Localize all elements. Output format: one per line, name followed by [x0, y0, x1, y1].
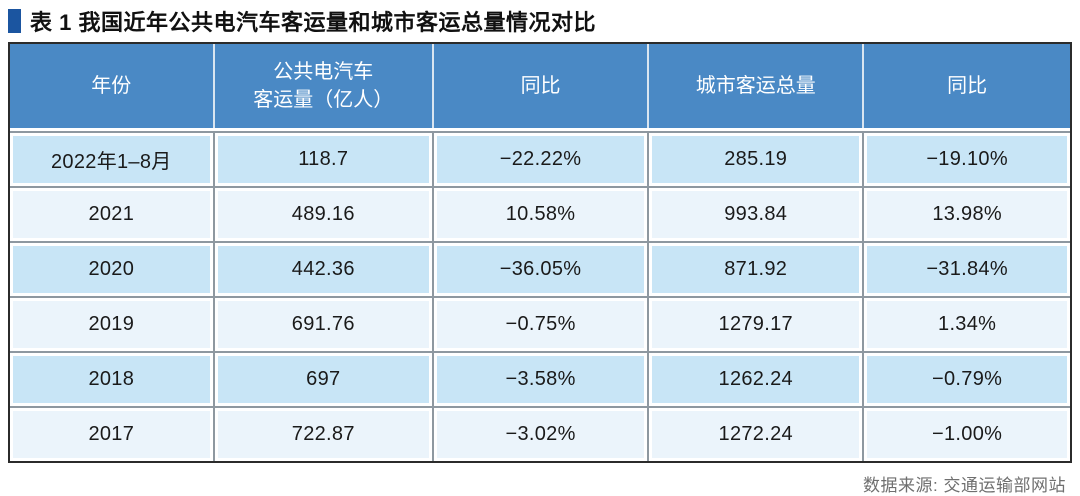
bus-yoy-cell: −3.02% — [436, 411, 645, 458]
table-row: 2019 691.76 −0.75% 1279.17 1.34% — [10, 296, 1070, 351]
bus-volume-cell: 118.7 — [217, 136, 429, 183]
title-marker-icon — [8, 9, 21, 33]
bus-yoy-cell: 10.58% — [436, 191, 645, 238]
year-cell: 2018 — [13, 356, 210, 403]
bus-volume-cell: 722.87 — [217, 411, 429, 458]
year-cell: 2017 — [13, 411, 210, 458]
data-source-note: 数据来源: 交通运输部网站 — [863, 476, 1066, 495]
bus-volume-cell: 442.36 — [217, 246, 429, 293]
year-cell: 2020 — [13, 246, 210, 293]
city-yoy-cell: −19.10% — [867, 136, 1067, 183]
city-yoy-cell: −1.00% — [867, 411, 1067, 458]
column-header-bus-yoy: 同比 — [434, 44, 650, 128]
city-total-cell: 871.92 — [652, 246, 860, 293]
city-total-cell: 285.19 — [652, 136, 860, 183]
table-row: 2018 697 −3.58% 1262.24 −0.79% — [10, 351, 1070, 406]
city-total-cell: 1279.17 — [652, 301, 860, 348]
city-yoy-cell: −0.79% — [867, 356, 1067, 403]
table-row: 2021 489.16 10.58% 993.84 13.98% — [10, 186, 1070, 241]
column-header-bus-volume: 公共电汽车 客运量（亿人） — [215, 44, 434, 128]
bus-volume-cell: 489.16 — [217, 191, 429, 238]
table-header-row: 年份 公共电汽车 客运量（亿人） 同比 城市客运总量 同比 — [10, 44, 1070, 128]
column-header-year: 年份 — [10, 44, 215, 128]
table-body: 2022年1–8月 118.7 −22.22% 285.19 −19.10% 2… — [10, 128, 1070, 461]
year-cell: 2019 — [13, 301, 210, 348]
bus-yoy-cell: −22.22% — [436, 136, 645, 183]
table-row: 2020 442.36 −36.05% 871.92 −31.84% — [10, 241, 1070, 296]
bus-yoy-cell: −3.58% — [436, 356, 645, 403]
table-row: 2017 722.87 −3.02% 1272.24 −1.00% — [10, 406, 1070, 461]
column-header-city-yoy: 同比 — [947, 75, 988, 97]
table-row: 2022年1–8月 118.7 −22.22% 285.19 −19.10% — [10, 131, 1070, 186]
city-total-cell: 1262.24 — [652, 356, 860, 403]
bus-volume-cell: 697 — [217, 356, 429, 403]
column-header-city-total: 城市客运总量 — [649, 44, 865, 128]
city-yoy-cell: 1.34% — [867, 301, 1067, 348]
year-cell: 2022年1–8月 — [13, 136, 210, 183]
bus-yoy-cell: −0.75% — [436, 301, 645, 348]
year-cell: 2021 — [13, 191, 210, 238]
city-total-cell: 993.84 — [652, 191, 860, 238]
city-yoy-cell: 13.98% — [867, 191, 1067, 238]
city-total-cell: 1272.24 — [652, 411, 860, 458]
bus-yoy-cell: −36.05% — [436, 246, 645, 293]
bus-volume-cell: 691.76 — [217, 301, 429, 348]
table-title-text: 表 1 我国近年公共电汽车客运量和城市客运总量情况对比 — [30, 10, 596, 35]
city-yoy-cell: −31.84% — [867, 246, 1067, 293]
data-table: 年份 公共电汽车 客运量（亿人） 同比 城市客运总量 同比 2022年1–8月 … — [8, 42, 1072, 463]
table-title: 表 1 我国近年公共电汽车客运量和城市客运总量情况对比 — [8, 5, 1072, 37]
